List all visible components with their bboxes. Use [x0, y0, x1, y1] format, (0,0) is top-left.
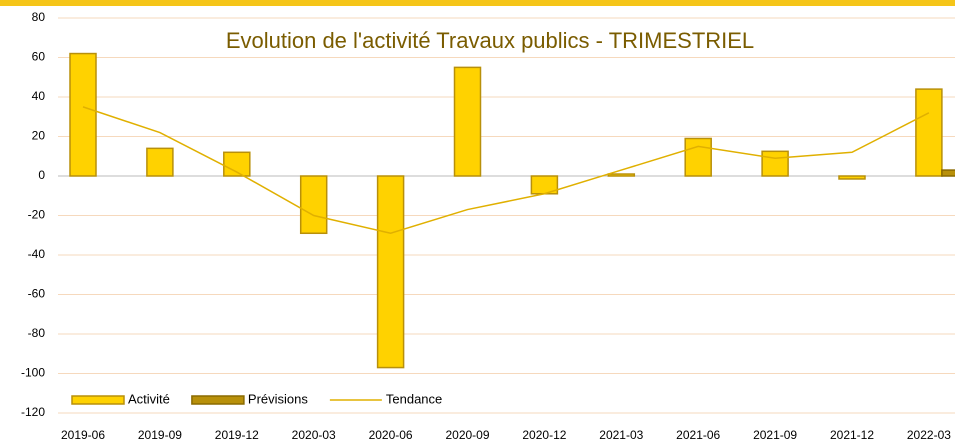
- trend-line: [82, 106, 930, 235]
- bar: [376, 175, 405, 369]
- x-tick-label: 2019-12: [215, 428, 259, 442]
- legend-label: Tendance: [386, 391, 442, 406]
- y-tick-label: 60: [32, 50, 46, 64]
- y-tick-label: 40: [32, 89, 46, 103]
- bar: [69, 52, 97, 177]
- bar: [761, 150, 789, 177]
- y-tick-label: -20: [28, 208, 46, 222]
- x-tick-label: 2020-03: [292, 428, 336, 442]
- legend-label: Activité: [128, 391, 170, 406]
- x-tick-label: 2019-09: [138, 428, 182, 442]
- y-tick-label: 0: [38, 168, 45, 182]
- x-tick-label: 2020-12: [522, 428, 566, 442]
- chart-title: Evolution de l'activité Travaux publics …: [226, 28, 754, 53]
- marks: [69, 52, 955, 369]
- legend-swatch: [71, 395, 125, 405]
- y-tick-label: 20: [32, 129, 46, 143]
- bar: [453, 66, 482, 177]
- bar: [146, 147, 174, 177]
- x-tick-label: 2021-06: [676, 428, 720, 442]
- bar: [607, 173, 636, 177]
- x-tick-label: 2021-09: [753, 428, 797, 442]
- bar: [915, 88, 943, 177]
- x-tick-label: 2021-03: [599, 428, 643, 442]
- legend-swatch: [191, 395, 245, 405]
- legend-label: Prévisions: [248, 391, 308, 406]
- y-tick-label: -60: [28, 287, 46, 301]
- bar: [941, 169, 955, 177]
- bar: [299, 175, 328, 235]
- x-tick-label: 2020-06: [369, 428, 413, 442]
- y-tick-label: -40: [28, 247, 46, 261]
- y-tick-label: -120: [21, 405, 45, 419]
- bar: [684, 137, 712, 177]
- top-strip: [0, 0, 955, 6]
- x-tick-label: 2022-03: [907, 428, 951, 442]
- y-tick-label: 80: [32, 10, 46, 24]
- y-tick-label: -100: [21, 366, 45, 380]
- x-tick-label: 2019-06: [61, 428, 105, 442]
- y-tick-label: -80: [28, 326, 46, 340]
- bar: [223, 151, 251, 177]
- bar: [838, 175, 866, 180]
- x-tick-label: 2021-12: [830, 428, 874, 442]
- x-tick-label: 2020-09: [445, 428, 489, 442]
- grid: [58, 17, 955, 414]
